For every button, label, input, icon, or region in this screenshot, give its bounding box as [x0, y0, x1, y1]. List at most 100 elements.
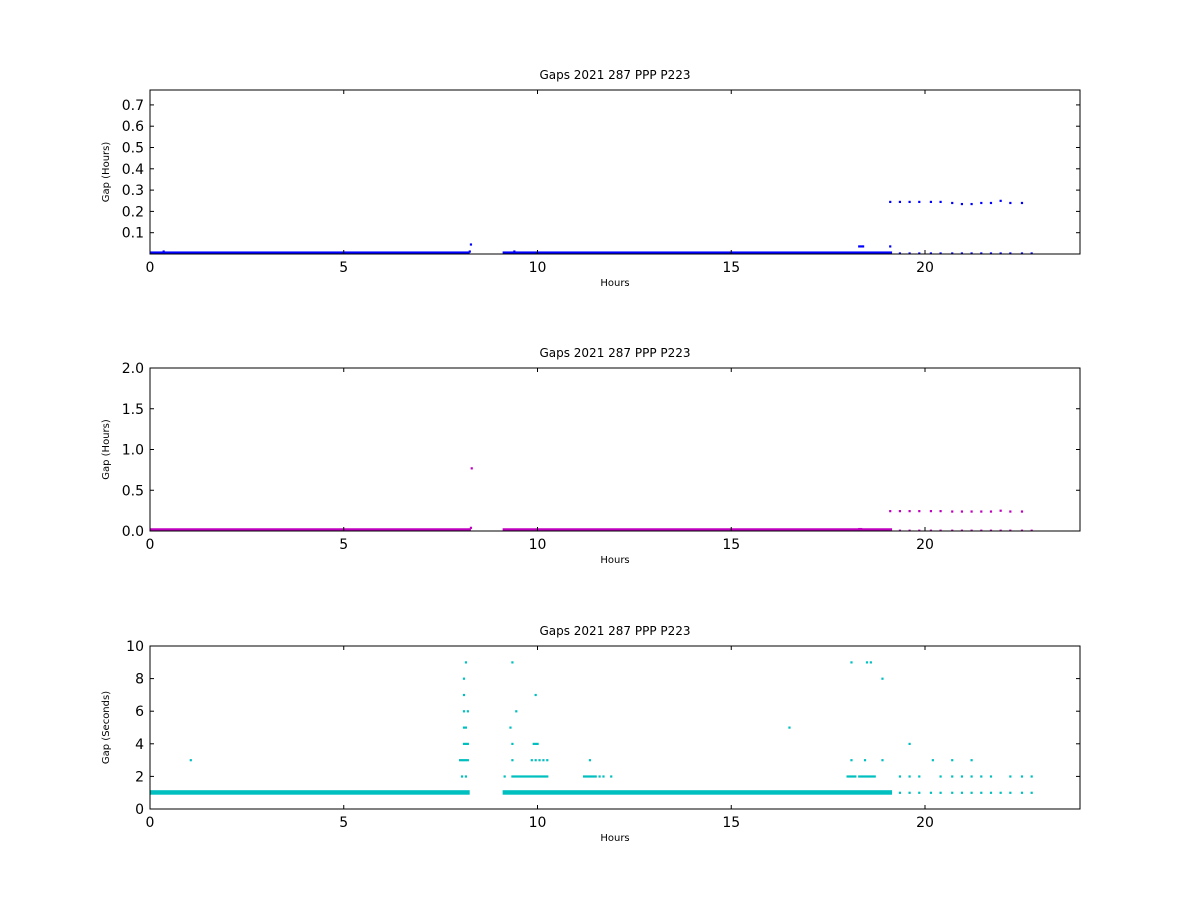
- x-tick-label: 15: [722, 815, 740, 831]
- data-point: [534, 775, 537, 778]
- x-tick-label: 10: [529, 260, 547, 276]
- data-point: [542, 759, 545, 762]
- data-point: [970, 529, 973, 531]
- data-point: [534, 759, 537, 762]
- y-axis-label: Gap (Seconds): [101, 691, 112, 764]
- data-point: [528, 775, 531, 778]
- data-point: [1020, 510, 1024, 513]
- data-point: [980, 252, 983, 254]
- data-point: [929, 791, 933, 794]
- data-point: [1009, 791, 1012, 794]
- y-tick-label: 1.0: [122, 443, 144, 459]
- x-tick-label: 10: [529, 815, 547, 831]
- data-point: [863, 759, 867, 762]
- data-point: [929, 200, 933, 204]
- data-point: [960, 252, 964, 254]
- data-point: [511, 661, 514, 664]
- data-point: [459, 759, 462, 762]
- data-point: [524, 775, 528, 778]
- data-point: [989, 775, 993, 778]
- data-point: [1030, 252, 1033, 254]
- data-point: [918, 791, 921, 794]
- data-point: [470, 467, 473, 470]
- data-point: [594, 775, 597, 778]
- x-axis-label: Hours: [600, 833, 629, 844]
- data-point: [526, 775, 530, 778]
- data-point: [466, 251, 469, 254]
- data-point: [908, 775, 911, 778]
- data-point: [939, 510, 942, 513]
- data-point: [542, 775, 545, 778]
- data-point: [929, 529, 933, 531]
- data-point: [1009, 252, 1012, 254]
- data-point: [850, 775, 853, 778]
- data-point: [989, 201, 993, 205]
- data-point: [960, 529, 964, 531]
- data-point: [929, 252, 933, 254]
- data-point: [918, 200, 921, 204]
- chart-panel-middle: Gaps 2021 287 PPP P223 Hours Gap (Hours) 0 5…: [101, 346, 1081, 566]
- data-point: [590, 775, 593, 778]
- data-point: [908, 529, 911, 531]
- plot-frame: [149, 367, 1081, 532]
- data-point: [1009, 201, 1012, 205]
- data-point: [999, 252, 1002, 254]
- data-point: [850, 759, 853, 762]
- x-tick-label: 0: [146, 815, 155, 831]
- x-tick-label: 5: [339, 260, 348, 276]
- data-point: [873, 775, 876, 778]
- plot-frame: [149, 645, 1081, 810]
- data-point: [503, 775, 506, 778]
- y-tick-label: 0.0: [122, 524, 144, 540]
- data-point: [189, 759, 192, 762]
- data-point: [865, 775, 869, 778]
- y-tick-label: 10: [126, 639, 144, 655]
- data-point: [536, 775, 539, 778]
- data-point: [918, 529, 921, 531]
- y-axis-label: Gap (Hours): [101, 419, 112, 480]
- data-point: [871, 775, 874, 778]
- data-point: [532, 742, 535, 745]
- data-point: [960, 202, 964, 206]
- x-tick-label: 5: [339, 537, 348, 553]
- data-point: [980, 529, 983, 531]
- data-point: [908, 791, 911, 794]
- data-point: [898, 775, 902, 778]
- data-point: [1030, 529, 1033, 531]
- x-tick-label: 20: [916, 537, 934, 553]
- data-point: [515, 710, 518, 713]
- data-point: [460, 759, 464, 762]
- data-point: [970, 759, 973, 762]
- data-run: [502, 790, 893, 795]
- y-tick-label: 6: [135, 704, 144, 720]
- data-point: [918, 510, 921, 513]
- y-tick-label: 4: [135, 737, 144, 753]
- data-point: [466, 759, 469, 762]
- data-point: [464, 759, 468, 762]
- data-point: [989, 252, 993, 254]
- data-point: [509, 726, 512, 729]
- x-tick-label: 10: [529, 537, 547, 553]
- data-point: [918, 252, 921, 254]
- data-point: [951, 529, 954, 531]
- data-point: [939, 252, 942, 254]
- data-point: [536, 742, 539, 745]
- y-tick-label: 2: [135, 769, 144, 785]
- data-point: [951, 759, 954, 762]
- data-point: [846, 775, 849, 778]
- data-point: [867, 775, 871, 778]
- y-tick-label: 0: [135, 802, 144, 818]
- data-run: [502, 528, 893, 531]
- y-tick-label: 0.5: [122, 141, 144, 157]
- data-point: [584, 775, 588, 778]
- data-point: [881, 677, 884, 680]
- y-tick-label: 0.1: [122, 226, 144, 242]
- data-point: [951, 201, 954, 205]
- data-point: [960, 510, 964, 513]
- data-point: [469, 243, 473, 246]
- x-axis-label: Hours: [600, 555, 629, 566]
- x-tick-label: 15: [722, 537, 740, 553]
- data-point: [852, 775, 855, 778]
- chart-title: Gaps 2021 287 PPP P223: [539, 346, 690, 360]
